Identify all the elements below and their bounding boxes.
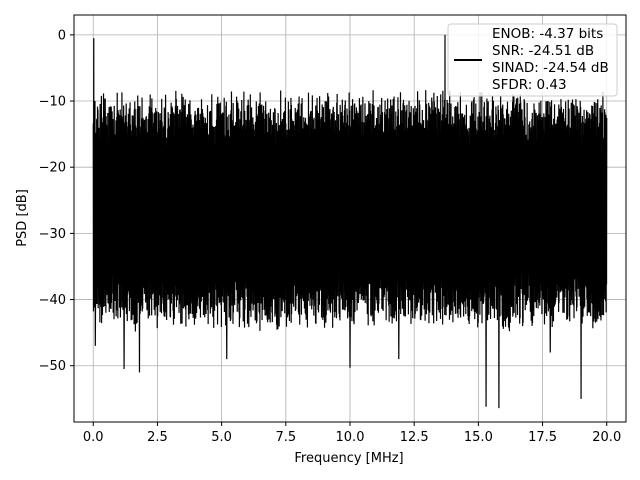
y-tick-label: −10 [39,95,66,110]
y-tick-label: 0 [58,28,66,43]
x-tick-label: 17.5 [528,430,557,445]
psd-line [92,34,608,409]
legend-snr: SNR: -24.51 dB [492,43,594,59]
legend-box [447,23,618,97]
y-tick-label: −20 [39,161,66,176]
y-tick-label: −40 [39,293,66,308]
x-tick-label: 7.5 [275,430,296,445]
y-tick-label: −30 [39,227,66,242]
y-axis-ticks: 0 −10 −20 −30 −40 −50 [39,28,74,374]
psd-series [92,34,608,409]
y-axis-label: PSD [dB] [15,189,30,247]
legend-enob: ENOB: -4.37 bits [492,26,603,42]
x-axis-label: Frequency [MHz] [294,451,403,466]
x-tick-label: 20.0 [592,430,621,445]
x-axis-ticks: 0.0 2.5 5.0 7.5 10.0 12.5 15.0 17.5 20.0 [83,422,621,445]
x-tick-label: 12.5 [400,430,429,445]
y-tick-label: −50 [39,359,66,374]
x-tick-label: 5.0 [211,430,232,445]
legend-sfdr: SFDR: 0.43 [492,77,567,93]
legend: ENOB: -4.37 bits SNR: -24.51 dB SINAD: -… [447,23,618,97]
x-tick-label: 2.5 [147,430,168,445]
legend-sinad: SINAD: -24.54 dB [492,60,609,76]
x-tick-label: 15.0 [464,430,493,445]
x-tick-label: 0.0 [83,430,104,445]
x-tick-label: 10.0 [336,430,365,445]
